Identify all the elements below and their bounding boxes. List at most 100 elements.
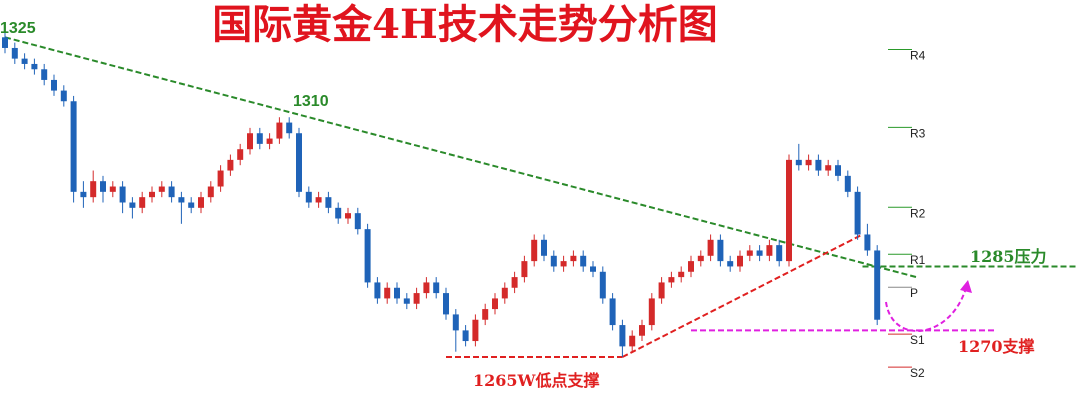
candle-body <box>472 319 479 342</box>
candle-body <box>737 255 743 267</box>
candle-body <box>60 90 67 102</box>
candle-body <box>374 282 381 299</box>
candle-body <box>384 287 391 299</box>
candle-body <box>129 202 136 208</box>
annotation: 1270支撑 <box>958 337 1035 356</box>
candle-body <box>560 261 567 267</box>
candle-body <box>795 159 802 166</box>
candle-body <box>776 245 783 262</box>
candle-body <box>697 255 704 262</box>
candle-body <box>443 293 449 315</box>
candle-body <box>786 159 792 262</box>
candle-body <box>188 202 195 208</box>
candle-body <box>835 165 841 176</box>
candle-body <box>511 277 518 288</box>
candle-body <box>198 197 204 208</box>
candle-body <box>570 255 577 262</box>
candle-body <box>599 271 606 299</box>
candle-body <box>345 213 351 219</box>
candle-body <box>590 266 596 272</box>
candle-body <box>433 282 440 294</box>
candle-body <box>80 191 87 198</box>
candle-body <box>521 261 528 278</box>
candle-body <box>756 250 763 256</box>
pivot-label: S1 <box>910 333 925 347</box>
pivot-label: R3 <box>910 126 926 140</box>
pivot-label: S2 <box>910 366 925 380</box>
candle-body <box>619 325 626 347</box>
candle-body <box>550 255 557 267</box>
candle-body <box>256 133 263 144</box>
candle-body <box>51 79 57 91</box>
candle-body <box>639 325 645 336</box>
candle-body <box>315 197 322 203</box>
candle-body <box>629 335 636 347</box>
pivot-label: R4 <box>910 49 926 63</box>
candle-body <box>100 181 106 192</box>
candle-body <box>844 175 851 192</box>
candle-body <box>482 309 489 320</box>
candle-body <box>41 69 48 80</box>
candle-body <box>746 250 753 256</box>
candle-body <box>109 186 116 192</box>
candle-body <box>149 191 155 198</box>
candle-body <box>364 229 371 283</box>
candle-body <box>462 330 469 342</box>
candle-body <box>247 133 253 150</box>
candle-body <box>727 261 734 267</box>
annotation: 1265W低点支撑 <box>473 371 600 390</box>
annotation: 1285压力 <box>970 247 1047 266</box>
candle-body <box>864 234 871 251</box>
candle-body <box>580 255 587 267</box>
candle-body <box>178 197 185 203</box>
candle-body <box>119 186 126 203</box>
candle-body <box>286 122 293 134</box>
candle-body <box>237 149 244 160</box>
candle-body <box>276 122 283 139</box>
candle-body <box>354 213 361 230</box>
annotation: 1310 <box>293 93 329 110</box>
candle-body <box>2 37 8 48</box>
pivot-label: R2 <box>910 206 926 220</box>
candle-body <box>305 191 312 203</box>
candle-body <box>227 159 234 171</box>
candle-body <box>207 186 214 198</box>
chart-title: 国际黄金4H技术走势分析图 <box>212 1 718 48</box>
candle-body <box>648 298 655 326</box>
candle-body <box>394 287 400 299</box>
trend-line <box>4 36 917 279</box>
candle-body <box>688 261 694 272</box>
candle-body <box>854 191 861 235</box>
plot: R4 R3 R2 R1 P S1 S2 <box>2 31 1079 380</box>
candle-body <box>452 314 459 331</box>
arrow-head <box>960 280 972 293</box>
candle-body <box>158 186 165 192</box>
candle-body <box>825 165 832 171</box>
candle-body <box>707 239 714 256</box>
candle-body <box>70 101 77 192</box>
candle-body <box>139 197 146 208</box>
candle-body <box>90 181 97 198</box>
candle-body <box>874 250 881 320</box>
candle-body <box>423 282 430 294</box>
candle-body <box>335 207 342 219</box>
candle-body <box>325 197 332 208</box>
forecast-arrow <box>885 287 967 332</box>
candle-body <box>168 186 175 198</box>
candle-body <box>668 277 675 283</box>
candle-body <box>541 239 547 256</box>
pivot-label: R1 <box>910 253 926 267</box>
candle-body <box>658 282 665 299</box>
candle-body <box>678 271 685 278</box>
candle-body <box>21 58 28 64</box>
candle-body <box>11 47 18 59</box>
candle-body <box>403 298 410 304</box>
candle-body <box>815 159 822 171</box>
candle-body <box>217 170 224 187</box>
pivot-label: P <box>910 286 918 300</box>
candle-body <box>266 138 273 144</box>
candle-body <box>717 239 724 262</box>
candle-body <box>31 63 38 70</box>
candle-body <box>296 133 302 192</box>
